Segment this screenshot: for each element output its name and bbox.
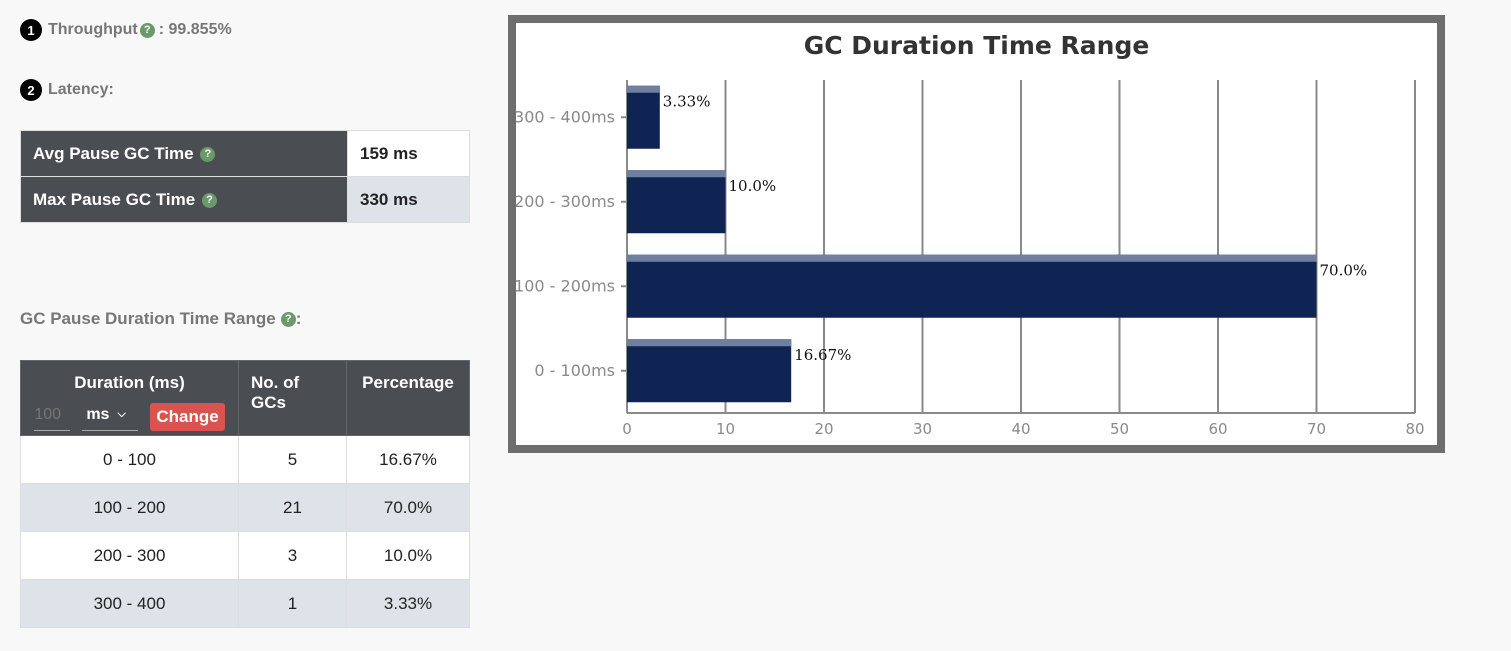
table-header-row: Duration (ms) ms ⌵ Change No. of GCs Per…	[20, 360, 470, 436]
unit-size-input[interactable]	[34, 403, 71, 431]
duration-cell: 0 - 100	[20, 435, 239, 484]
table-row: 300 - 400 1 3.33%	[20, 579, 470, 628]
max-pause-value: 330 ms	[347, 176, 470, 223]
data-label: 16.67%	[794, 346, 851, 364]
question-circle-icon[interactable]: ?	[201, 192, 217, 208]
avg-pause-label: Avg Pause GC Time ?	[20, 130, 348, 177]
y-tick-label: 300 - 400ms	[516, 107, 615, 126]
step-2-badge: 2	[20, 79, 42, 101]
unit-select-value: ms	[86, 405, 110, 423]
data-label: 10.0%	[729, 177, 777, 195]
table-row: Avg Pause GC Time ? 159 ms	[20, 130, 470, 177]
latency-table: Avg Pause GC Time ? 159 ms Max Pause GC …	[20, 130, 470, 223]
latency-label: Latency:	[48, 81, 114, 98]
unit-select[interactable]: ms ⌵	[82, 404, 139, 431]
count-cell: 3	[238, 531, 347, 580]
x-tick-label: 80	[1405, 420, 1424, 438]
x-tick-label: 70	[1307, 420, 1326, 438]
duration-header-text: Duration (ms)	[74, 373, 185, 392]
x-tick-label: 10	[716, 420, 735, 438]
chart-canvas: 0 10 20 30 40 50 60 70 80 300 - 400ms 3.33% 200 - 3…	[516, 80, 1425, 438]
bar	[627, 170, 726, 234]
x-tick-label: 40	[1011, 420, 1030, 438]
percentage-cell: 70.0%	[346, 483, 470, 532]
range-section-heading: GC Pause Duration Time Range ? :	[20, 309, 301, 329]
x-tick-label: 50	[1110, 420, 1129, 438]
count-cell: 21	[238, 483, 347, 532]
x-tick-label: 20	[814, 420, 833, 438]
chevron-down-icon: ⌵	[117, 408, 126, 420]
table-row: 0 - 100 5 16.67%	[20, 435, 470, 484]
duration-column-header: Duration (ms) ms ⌵ Change	[20, 360, 239, 436]
bar-highlight	[627, 85, 660, 93]
bar-highlight	[627, 339, 792, 347]
x-tick-label: 60	[1208, 420, 1227, 438]
unit-controls: ms ⌵ Change	[33, 403, 226, 431]
table-row: 100 - 200 21 70.0%	[20, 483, 470, 532]
data-label: 70.0%	[1320, 261, 1368, 279]
duration-cell: 200 - 300	[20, 531, 239, 580]
range-heading-text: GC Pause Duration Time Range	[20, 309, 276, 328]
change-button[interactable]: Change	[150, 403, 225, 431]
count-cell: 1	[238, 579, 347, 628]
latency-heading: 2 Latency:	[20, 79, 114, 101]
bar-highlight	[627, 170, 726, 178]
data-label: 3.33%	[663, 92, 711, 110]
throughput-value: : 99.855%	[158, 21, 232, 38]
avg-pause-value: 159 ms	[347, 130, 470, 177]
percentage-cell: 10.0%	[346, 531, 470, 580]
y-tick-label: 100 - 200ms	[516, 276, 615, 295]
percentage-cell: 3.33%	[346, 579, 470, 628]
x-tick-label: 30	[913, 420, 932, 438]
bar	[627, 339, 792, 403]
count-column-header: No. of GCs	[238, 360, 347, 436]
avg-pause-label-text: Avg Pause GC Time	[33, 143, 194, 163]
y-tick-label: 200 - 300ms	[516, 192, 615, 211]
percentage-column-header: Percentage	[346, 360, 470, 436]
range-table: Duration (ms) ms ⌵ Change No. of GCs Per…	[20, 360, 470, 628]
bar	[627, 85, 660, 149]
question-circle-icon[interactable]: ?	[280, 311, 296, 327]
bar	[627, 254, 1317, 318]
question-circle-icon[interactable]: ?	[139, 22, 155, 38]
gc-duration-chart: GC Duration Time Range 0 10 20 30 40 50 60 70 80…	[508, 15, 1445, 453]
y-tick-label: 0 - 100ms	[534, 361, 615, 380]
throughput-label: Throughput	[48, 21, 138, 38]
throughput-metric: 1 Throughput ? : 99.855%	[20, 19, 232, 41]
question-circle-icon[interactable]: ?	[200, 146, 216, 162]
step-1-badge: 1	[20, 19, 42, 41]
percentage-cell: 16.67%	[346, 435, 470, 484]
max-pause-label-text: Max Pause GC Time	[33, 189, 196, 209]
table-row: 200 - 300 3 10.0%	[20, 531, 470, 580]
duration-cell: 100 - 200	[20, 483, 239, 532]
range-heading-suffix: :	[295, 309, 302, 328]
count-cell: 5	[238, 435, 347, 484]
duration-cell: 300 - 400	[20, 579, 239, 628]
chart-title: GC Duration Time Range	[803, 31, 1150, 60]
bar-highlight	[627, 254, 1317, 262]
x-tick-label: 0	[622, 420, 632, 438]
max-pause-label: Max Pause GC Time ?	[20, 176, 348, 223]
table-row: Max Pause GC Time ? 330 ms	[20, 176, 470, 223]
